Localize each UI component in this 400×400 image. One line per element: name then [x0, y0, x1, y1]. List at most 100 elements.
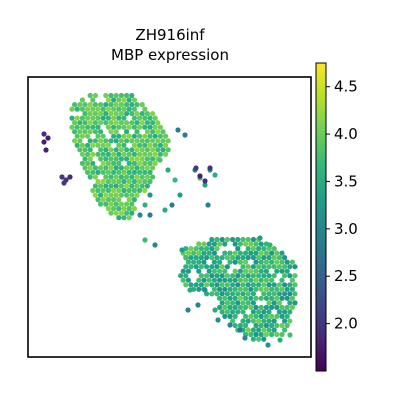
expression-spot	[193, 246, 199, 252]
expression-spot	[258, 241, 264, 247]
expression-spot	[287, 300, 293, 306]
expression-spot	[116, 160, 122, 166]
expression-spot	[292, 291, 298, 297]
expression-spot	[142, 202, 148, 208]
expression-spot	[227, 313, 233, 319]
expression-spot	[245, 300, 251, 306]
expression-spot	[214, 264, 220, 270]
expression-spot	[263, 295, 269, 301]
expression-spot	[129, 174, 135, 180]
expression-spot	[217, 286, 223, 292]
expression-spot	[196, 250, 202, 256]
expression-spot	[77, 138, 83, 144]
expression-spot	[92, 138, 98, 144]
expression-spot	[250, 264, 256, 270]
expression-spot	[74, 124, 80, 130]
expression-spot	[183, 273, 189, 279]
expression-spot	[163, 133, 169, 139]
expression-spot	[74, 133, 80, 139]
expression-spot	[292, 264, 298, 270]
expression-spot	[183, 255, 189, 261]
expression-spot	[256, 282, 262, 288]
expression-spot	[147, 115, 153, 121]
expression-spot	[126, 160, 132, 166]
expression-spot	[248, 295, 254, 301]
expression-spot	[240, 236, 246, 243]
expression-spot	[269, 295, 275, 301]
expression-spot	[222, 241, 228, 247]
expression-spot	[126, 215, 132, 221]
expression-spot	[230, 273, 236, 279]
expression-spot	[144, 174, 150, 180]
expression-spot	[196, 277, 202, 283]
expression-spot	[82, 147, 88, 153]
expression-spot	[245, 236, 251, 243]
expression-spot	[271, 291, 277, 297]
expression-spot	[163, 142, 169, 148]
expression-spot	[118, 111, 124, 117]
expression-spot	[202, 178, 208, 184]
expression-spot	[207, 165, 213, 171]
expression-spot	[108, 201, 114, 207]
expression-spot	[235, 300, 241, 306]
expression-spot	[111, 133, 117, 139]
expression-spot	[95, 169, 101, 175]
expression-spot	[111, 178, 117, 185]
expression-spot	[113, 165, 119, 171]
expression-spot	[243, 277, 249, 283]
expression-spot	[98, 120, 104, 126]
expression-spot	[284, 268, 290, 274]
expression-spot	[276, 291, 282, 297]
expression-spot	[266, 309, 272, 315]
expression-spot	[224, 291, 230, 297]
expression-spot	[90, 106, 96, 112]
expression-spot	[240, 309, 246, 315]
expression-spot	[160, 138, 166, 144]
expression-spot	[240, 255, 246, 261]
expression-spot	[162, 207, 168, 213]
expression-spot	[111, 206, 117, 212]
colorbar-tick-label: 2.0	[334, 315, 358, 333]
expression-spot	[206, 241, 212, 247]
expression-spot	[103, 174, 109, 180]
expression-spot	[92, 102, 98, 108]
expression-spot	[276, 300, 282, 306]
expression-spot	[118, 92, 124, 99]
expression-spot	[121, 124, 127, 130]
expression-spot	[124, 147, 130, 153]
expression-spot	[111, 187, 117, 194]
expression-spot	[129, 210, 135, 216]
expression-spot	[222, 286, 228, 292]
expression-spot	[124, 129, 130, 135]
expression-spot	[284, 313, 290, 319]
expression-spot	[277, 337, 283, 343]
expression-spot	[79, 124, 85, 130]
expression-spot	[263, 268, 269, 274]
expression-spot	[98, 183, 104, 189]
expression-spot	[118, 201, 124, 207]
expression-spot	[282, 255, 288, 261]
expression-spot	[111, 197, 117, 203]
expression-spot	[147, 124, 153, 130]
expression-spot	[142, 151, 148, 157]
expression-spot	[116, 142, 122, 148]
expression-spot	[206, 277, 212, 283]
expression-spot	[87, 129, 93, 135]
expression-spot	[108, 183, 114, 189]
expression-spot	[144, 129, 150, 135]
expression-spot	[74, 142, 80, 148]
expression-spot	[271, 300, 277, 306]
expression-spot	[100, 178, 106, 185]
expression-spot	[271, 327, 277, 333]
expression-spot	[245, 318, 251, 324]
expression-spot	[240, 318, 246, 324]
expression-spot	[187, 287, 193, 293]
expression-spot	[237, 268, 243, 274]
expression-spot	[211, 250, 217, 256]
expression-spot	[121, 178, 127, 185]
expression-spot	[250, 291, 256, 297]
expression-spot	[253, 277, 259, 283]
expression-spot	[121, 215, 127, 221]
expression-spot	[113, 120, 119, 126]
